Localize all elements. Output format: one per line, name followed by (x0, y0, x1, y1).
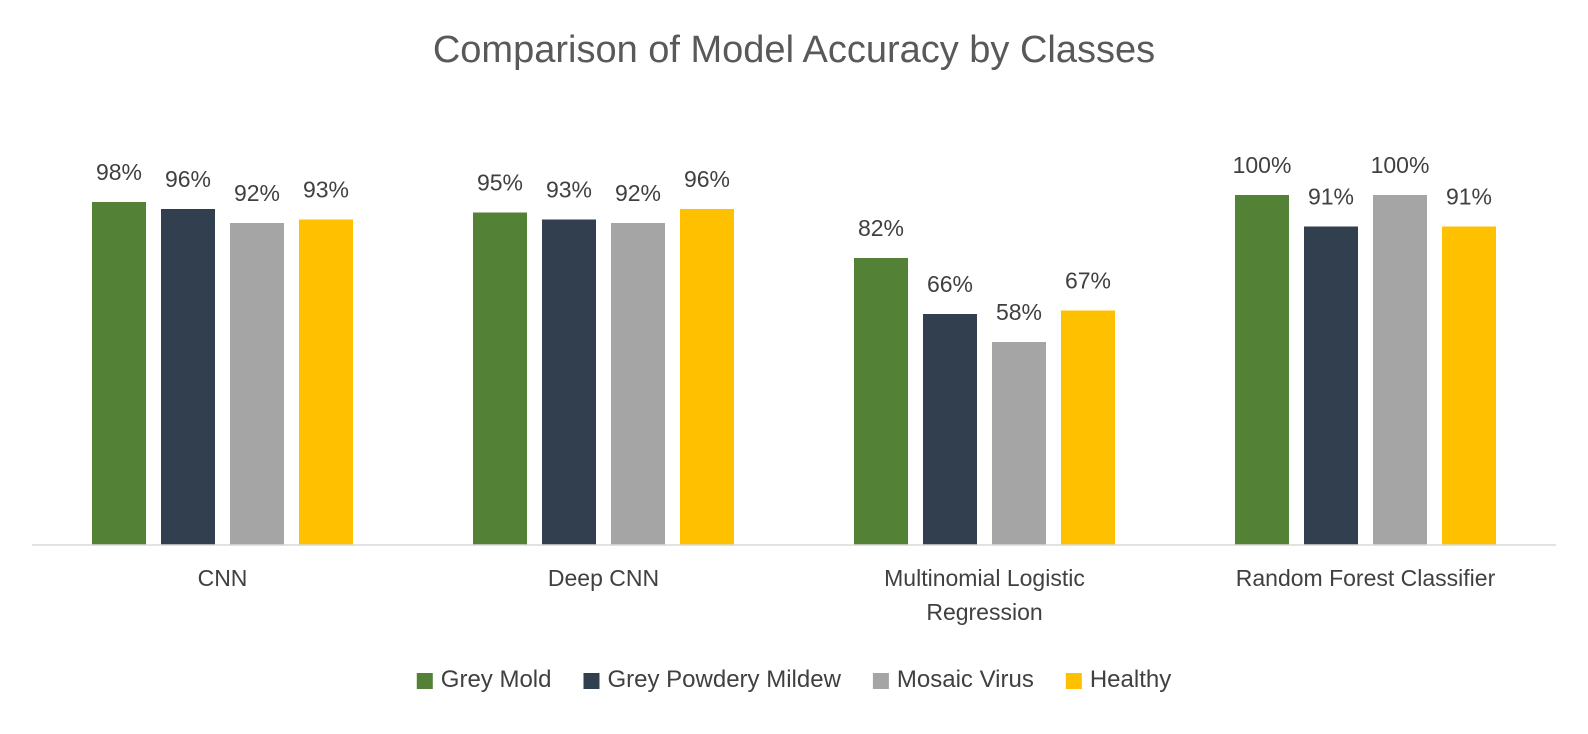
data-label-healthy-0: 93% (303, 177, 349, 203)
legend-swatch-healthy (1065, 673, 1082, 689)
data-label-healthy-3: 91% (1446, 184, 1492, 210)
data-label-grey-powdery-mildew-2: 66% (927, 271, 973, 297)
bar-grey-powdery-mildew-2 (923, 314, 977, 545)
legend-label-healthy: Healthy (1090, 666, 1171, 693)
data-label-mosaic-virus-1: 92% (615, 180, 661, 206)
legend-swatch-grey-mold (416, 673, 433, 689)
data-label-grey-powdery-mildew-3: 91% (1308, 184, 1354, 210)
bar-grey-mold-3 (1235, 195, 1289, 545)
category-label-3: Random Forest Classifier (1236, 565, 1496, 591)
data-labels-group: 98% 96% 92% 93% 95% 93% 92% 96% 82% 66% 58% 67% 100%… (96, 152, 1492, 325)
category-label-0: CNN (198, 565, 248, 591)
legend-item-grey-mold: Grey Mold (416, 666, 552, 693)
bar-mosaic-virus-0 (230, 223, 284, 545)
bar-grey-mold-0 (92, 202, 146, 545)
data-label-mosaic-virus-2: 58% (996, 299, 1042, 325)
bar-healthy-2 (1061, 310, 1115, 545)
legend: Grey Mold Grey Powdery Mildew Mosaic Virus… (416, 666, 1171, 693)
legend-swatch-grey-powdery-mildew (583, 673, 600, 689)
bar-grey-mold-2 (854, 258, 908, 545)
legend-label-mosaic-virus: Mosaic Virus (897, 666, 1034, 693)
category-labels-group: CNN Deep CNN Multinomial Logistic Regressio… (198, 565, 1496, 625)
data-label-healthy-1: 96% (684, 166, 730, 192)
data-label-grey-mold-1: 95% (477, 170, 523, 196)
data-label-grey-mold-3: 100% (1233, 152, 1292, 178)
chart-title: Comparison of Model Accuracy by Classes (433, 29, 1155, 71)
legend-label-grey-mold: Grey Mold (441, 666, 552, 693)
category-label-1: Deep CNN (548, 565, 659, 591)
legend-item-grey-powdery-mildew: Grey Powdery Mildew (583, 666, 842, 693)
data-label-grey-mold-0: 98% (96, 159, 142, 185)
bar-healthy-3 (1442, 226, 1496, 545)
bar-healthy-0 (299, 219, 353, 545)
bar-grey-powdery-mildew-0 (161, 209, 215, 545)
data-label-grey-powdery-mildew-0: 96% (165, 166, 211, 192)
bar-mosaic-virus-3 (1373, 195, 1427, 545)
bar-healthy-1 (680, 209, 734, 545)
category-label-2: Multinomial Logistic Regression (884, 565, 1085, 625)
legend-item-healthy: Healthy (1065, 666, 1171, 693)
bar-grey-powdery-mildew-3 (1304, 226, 1358, 545)
legend-swatch-mosaic-virus (872, 673, 889, 689)
legend-label-grey-powdery-mildew: Grey Powdery Mildew (607, 666, 841, 693)
data-label-mosaic-virus-0: 92% (234, 180, 280, 206)
data-label-grey-mold-2: 82% (858, 215, 904, 241)
legend-item-mosaic-virus: Mosaic Virus (872, 666, 1034, 693)
bar-mosaic-virus-2 (992, 342, 1046, 545)
data-label-healthy-2: 67% (1065, 268, 1111, 294)
data-label-grey-powdery-mildew-1: 93% (546, 177, 592, 203)
bar-mosaic-virus-1 (611, 223, 665, 545)
data-label-mosaic-virus-3: 100% (1371, 152, 1430, 178)
bar-grey-mold-1 (473, 212, 527, 545)
bars-group (92, 195, 1496, 545)
bar-grey-powdery-mildew-1 (542, 219, 596, 545)
